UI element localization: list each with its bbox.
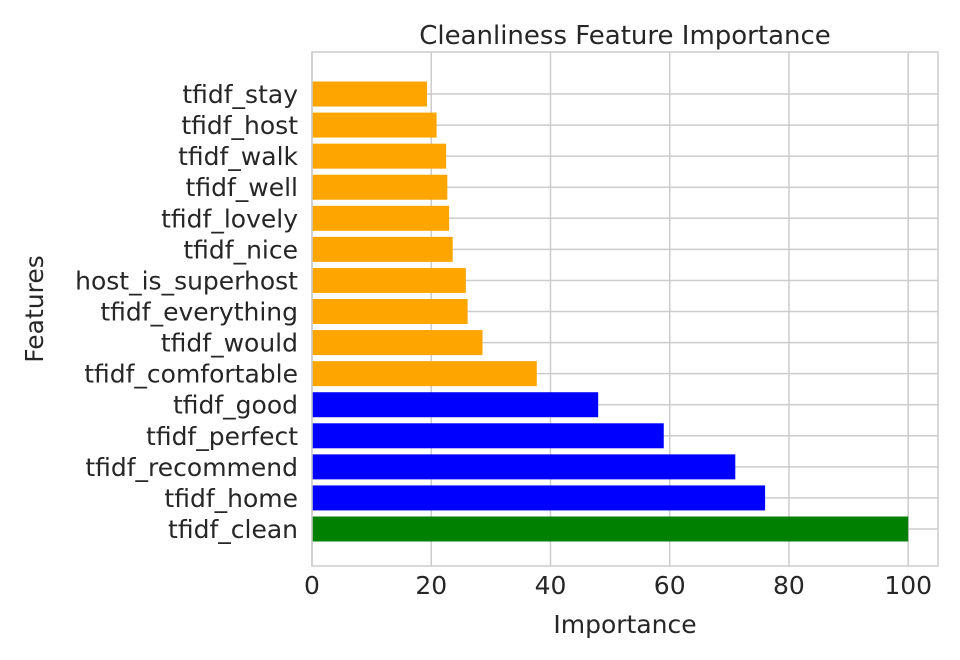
y-tick-label: tfidf_everything [100, 298, 298, 327]
chart-title: Cleanliness Feature Importance [419, 21, 831, 51]
bar-tfidf-well [312, 174, 448, 200]
y-axis-label: Features [20, 255, 49, 363]
y-tick-labels: tfidf_cleantfidf_hometfidf_recommendtfid… [75, 80, 298, 544]
bar-tfidf-walk [312, 143, 447, 169]
bar-tfidf-host [312, 112, 437, 138]
y-tick-label: tfidf_recommend [85, 453, 298, 482]
y-tick-label: tfidf_lovely [161, 204, 298, 233]
y-tick-label: tfidf_good [173, 391, 298, 420]
bar-tfidf-perfect [312, 423, 664, 449]
x-tick-labels: 0 20 40 60 80 100 [304, 571, 932, 600]
bar-tfidf-everything [312, 299, 468, 325]
bar-tfidf-nice [312, 236, 453, 262]
bar-tfidf-stay [312, 81, 428, 107]
x-axis-label: Importance [553, 610, 696, 639]
y-tick-label: tfidf_would [161, 329, 298, 358]
y-tick-label: tfidf_walk [178, 142, 298, 171]
y-tick-label: tfidf_host [181, 111, 298, 140]
y-tick-label: tfidf_perfect [146, 422, 298, 451]
bar-tfidf-clean [312, 516, 909, 542]
x-tick-label: 100 [884, 571, 932, 600]
bar-tfidf-lovely [312, 205, 450, 231]
x-tick-label: 40 [535, 571, 567, 600]
bar-tfidf-comfortable [312, 361, 537, 387]
y-tick-label: tfidf_clean [168, 515, 298, 544]
bar-tfidf-home [312, 485, 766, 511]
y-tick-label: tfidf_stay [182, 80, 298, 109]
x-tick-label: 80 [773, 571, 805, 600]
bar-tfidf-recommend [312, 454, 736, 480]
bar-tfidf-would [312, 330, 483, 356]
x-tick-label: 20 [415, 571, 447, 600]
x-tick-label: 0 [304, 571, 320, 600]
bars-group [312, 81, 909, 542]
x-tick-label: 60 [654, 571, 686, 600]
plot-frame [311, 51, 939, 567]
y-tick-label: tfidf_well [186, 173, 298, 202]
y-tick-label: tfidf_nice [183, 235, 298, 264]
y-tick-label: host_is_superhost [75, 266, 298, 295]
bar-host-is-superhost [312, 267, 466, 293]
y-tick-label: tfidf_comfortable [84, 360, 298, 389]
y-tick-label: tfidf_home [164, 484, 298, 513]
bar-tfidf-good [312, 392, 599, 418]
